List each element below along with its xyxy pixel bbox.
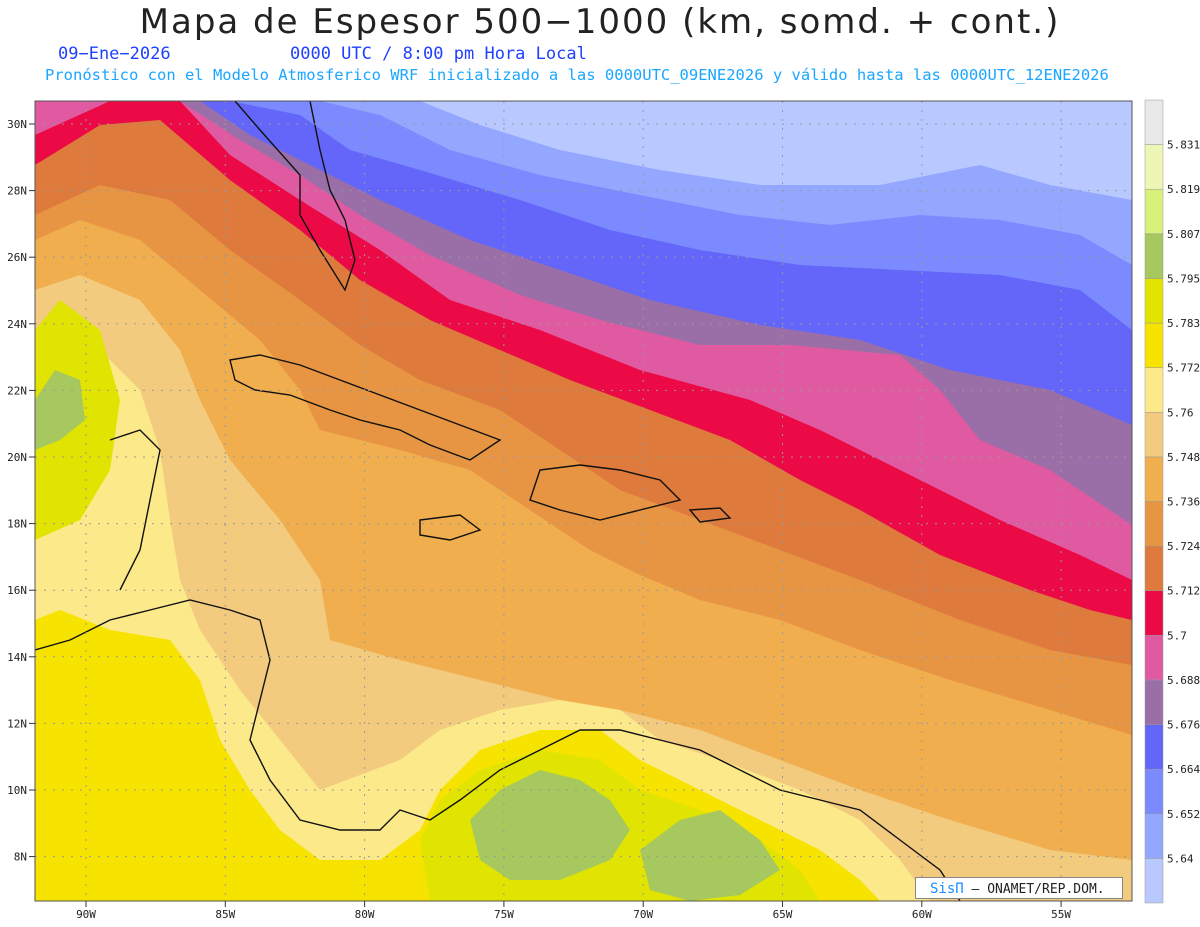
lat-tick-label: 8N [14, 851, 27, 864]
colorbar-swatch [1144, 412, 1164, 458]
colorbar-label: 5.736 [1167, 496, 1200, 509]
lat-tick-label: 30N [7, 118, 27, 131]
band-5807 [470, 770, 630, 880]
colorbar-label: 5.831 [1167, 139, 1200, 152]
lon-tick-label: 65W [773, 908, 793, 921]
colorbar-swatch [1144, 635, 1164, 681]
lon-tick-label: 75W [494, 908, 514, 921]
colorbar-swatch [1144, 99, 1164, 145]
lat-tick-label: 12N [7, 717, 27, 730]
lat-tick-label: 14N [7, 651, 27, 664]
lat-tick-label: 28N [7, 185, 27, 198]
lat-tick-label: 20N [7, 451, 27, 464]
colorbar-label: 5.64 [1167, 852, 1194, 865]
colorbar-swatch [1144, 768, 1164, 815]
colorbar-label: 5.724 [1167, 540, 1200, 553]
map-frame [34, 100, 1133, 902]
colorbar-label: 5.819 [1167, 183, 1200, 196]
lat-tick-label: 16N [7, 584, 27, 597]
colorbar-label: 5.783 [1167, 317, 1200, 330]
graticule [35, 101, 1132, 901]
lon-tick-label: 80W [355, 908, 375, 921]
lon-tick-label: 55W [1051, 908, 1071, 921]
colorbar-swatch [1144, 501, 1164, 547]
credit-box: SisΠ – ONAMET/REP.DOM. [915, 877, 1123, 899]
colorbar-swatch [1144, 322, 1164, 368]
longitude-axis: 90W 85W 80W 75W 70W 65W 60W 55W [76, 901, 1071, 921]
lon-tick-label: 60W [912, 908, 932, 921]
colorbar-swatch [1144, 144, 1164, 190]
model-run-info: Pronóstico con el Modelo Atmosferico WRF… [45, 66, 1109, 84]
lat-tick-label: 10N [7, 784, 27, 797]
colorbar-swatch [1144, 858, 1164, 904]
credit-text: – ONAMET/REP.DOM. [971, 882, 1105, 897]
colorbar-label: 5.7 [1167, 629, 1187, 642]
band-5807-b [640, 810, 780, 901]
thickness-contour-fill [35, 101, 1132, 901]
colorbar-swatch [1144, 367, 1164, 413]
lat-tick-label: 22N [7, 384, 27, 397]
colorbar-swatch [1144, 545, 1164, 591]
colorbar-swatch [1144, 188, 1164, 235]
colorbar-label: 5.712 [1167, 585, 1200, 598]
band-5760 [35, 275, 1132, 901]
coastlines [35, 101, 961, 901]
forecast-date: 09−Ene−2026 [58, 44, 171, 64]
lon-tick-label: 85W [215, 908, 235, 921]
lat-tick-label: 24N [7, 318, 27, 331]
lat-tick-label: 18N [7, 518, 27, 531]
band-5772 [35, 350, 930, 901]
forecast-time: 0000 UTC / 8:00 pm Hora Local [290, 44, 587, 64]
credit-brand: SisΠ [930, 881, 964, 897]
colorbar-label: 5.772 [1167, 362, 1200, 375]
colorbar-swatch [1144, 590, 1164, 636]
colorbar-label: 5.652 [1167, 808, 1200, 821]
colorbar: 5.64 5.652 5.664 5.676 5.688 5.7 5.712 5.724 5.7… [1144, 99, 1200, 904]
colorbar-label: 5.795 [1167, 272, 1200, 285]
lon-tick-label: 70W [633, 908, 653, 921]
colorbar-label: 5.676 [1167, 719, 1200, 732]
lat-tick-label: 26N [7, 251, 27, 264]
map-title: Mapa de Espesor 500−1000 (km, somd. + co… [139, 2, 1061, 42]
colorbar-label: 5.688 [1167, 674, 1200, 687]
lon-tick-label: 90W [76, 908, 96, 921]
colorbar-swatch [1144, 233, 1164, 279]
colorbar-label: 5.664 [1167, 763, 1200, 776]
colorbar-label: 5.807 [1167, 228, 1200, 241]
colorbar-swatch [1144, 813, 1164, 859]
colorbar-label: 5.76 [1167, 406, 1194, 419]
colorbar-swatch [1144, 679, 1164, 725]
colorbar-swatch [1144, 456, 1164, 502]
latitude-axis: 30N 28N 26N 24N 22N 20N 18N 16N 14N 12N 10N 8N [7, 118, 35, 864]
colorbar-label: 5.748 [1167, 451, 1200, 464]
colorbar-swatch [1144, 724, 1164, 770]
colorbar-swatch [1144, 278, 1164, 324]
